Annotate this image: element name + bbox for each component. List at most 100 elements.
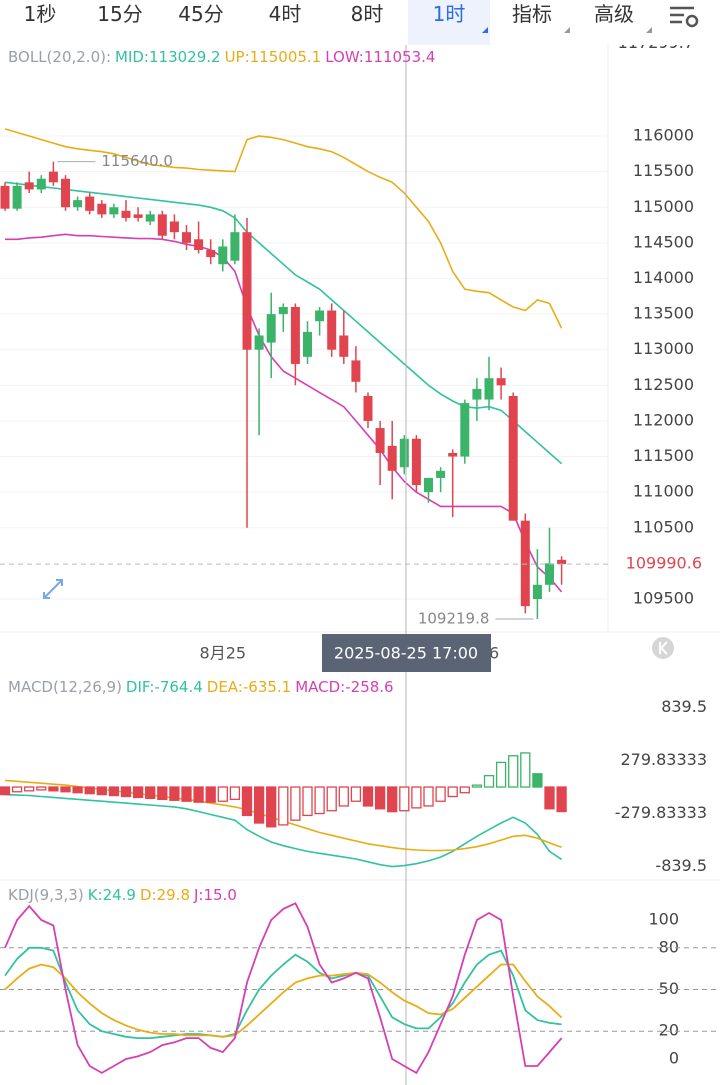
tab-label: 1时 [432, 2, 466, 26]
candle-body [133, 214, 143, 218]
macd-bar [411, 786, 422, 809]
candle-body [206, 249, 216, 258]
macd-bar [96, 786, 107, 796]
macd-bar [374, 786, 386, 810]
candle-body [303, 331, 312, 357]
candle-body [242, 232, 252, 350]
macd-bar [387, 786, 398, 813]
macd-bar [229, 786, 241, 800]
indicator-line [4, 902, 563, 1075]
tab[interactable]: 4时 [268, 2, 302, 26]
reset-mark [659, 641, 668, 655]
legend-item: BOLL(20,2.0): [8, 48, 111, 66]
candle-body [157, 214, 167, 236]
macd-bar [350, 786, 362, 802]
candle-body [460, 403, 470, 457]
macd-bar [169, 786, 180, 801]
candle-body [436, 470, 446, 478]
macd-bar [326, 786, 337, 812]
macd-bar [193, 786, 204, 803]
macd-bar [60, 786, 71, 793]
candle-body [12, 185, 22, 209]
crosshair-label: 2025-08-25 17:00 [334, 644, 478, 663]
legend-item: J:15.0 [193, 886, 237, 904]
macd-bar [205, 786, 216, 803]
legend-item: KDJ(9,3,3) [8, 886, 84, 904]
indicator-line [4, 793, 563, 868]
tab[interactable]: 高级 [574, 0, 654, 45]
candle-body [36, 178, 46, 190]
indicator-line [4, 963, 563, 1038]
candle-body [448, 452, 458, 457]
tab-label: 高级 [594, 2, 634, 26]
legend-item: LOW:111053.4 [325, 48, 435, 66]
y-tick-label: 113500 [633, 304, 694, 323]
candle-body [61, 178, 70, 208]
candle-body [327, 310, 337, 350]
annotation-label: 109219.8 [418, 609, 490, 627]
candle-body [0, 185, 10, 209]
candle-body [97, 203, 107, 215]
macd-bar [181, 786, 192, 802]
candle-body [520, 520, 530, 607]
y-tick-label: 839.5 [661, 697, 707, 716]
x-tick-label: 8月25 [200, 644, 247, 663]
candle-body [399, 438, 409, 468]
candle-body [290, 306, 300, 364]
y-tick-label: 100 [648, 909, 679, 928]
y-tick-label: 114500 [633, 232, 694, 251]
macd-bar [495, 761, 507, 788]
legend-item: MACD(12,26,9) [8, 678, 122, 696]
macd-bar [314, 786, 325, 815]
crosshair-tag [322, 634, 491, 672]
legend: MACD(12,26,9) DIF:-764.4 DEA:-635.1 MACD:-2… [8, 678, 394, 696]
y-tick-label: 111000 [633, 482, 694, 501]
reset-icon [652, 637, 674, 659]
candle-body [557, 559, 567, 565]
macd-bar [423, 786, 434, 807]
settings-icon[interactable] [666, 0, 706, 40]
macd-bar [338, 786, 349, 807]
candle-body [484, 378, 494, 400]
y-tick-label: 110500 [633, 517, 694, 536]
tab[interactable]: 1秒 [23, 2, 57, 26]
y-tick-label: 113000 [633, 339, 694, 358]
y-tick-label: 279.83333 [620, 750, 707, 769]
macd-bar [253, 786, 265, 824]
candle-body [48, 171, 58, 183]
macd-bar [241, 786, 253, 817]
tab[interactable]: 15分 [97, 2, 143, 26]
tab[interactable]: 8时 [350, 2, 384, 26]
toolbar: 1秒 15分 45分 4时 8时 1时 指标 高级 [0, 0, 720, 45]
macd-bar [532, 773, 543, 788]
boll-line [5, 233, 563, 593]
candle-body [254, 335, 264, 350]
macd-bar [48, 786, 59, 792]
candle-body [182, 232, 191, 243]
y-tick-label: 0 [669, 1049, 679, 1068]
tab[interactable]: 指标 [492, 0, 572, 45]
candle-body [545, 563, 554, 585]
y-tick-label: 111500 [633, 446, 694, 465]
macd-bar [362, 786, 374, 807]
tab[interactable]: 45分 [178, 2, 224, 26]
candle-body [230, 232, 240, 261]
macd-bar [72, 786, 83, 794]
tab-active[interactable]: 1时 [408, 0, 490, 45]
y-tick-label: 109500 [633, 589, 694, 608]
expand-icon [43, 579, 63, 599]
macd-bar [145, 786, 156, 800]
last-price-tag [612, 552, 716, 577]
candle-body [24, 182, 34, 190]
candle-body [363, 396, 373, 421]
y-tick-label: 50 [659, 979, 679, 998]
macd-bar [157, 786, 168, 800]
annotation-label: 115640.0 [101, 152, 173, 170]
macd-bar [11, 786, 23, 793]
legend-item: D:29.8 [140, 886, 190, 904]
candle-body [194, 239, 204, 250]
candle-body [73, 200, 83, 208]
macd-bar [290, 786, 301, 821]
y-tick-label: 112500 [633, 375, 694, 394]
